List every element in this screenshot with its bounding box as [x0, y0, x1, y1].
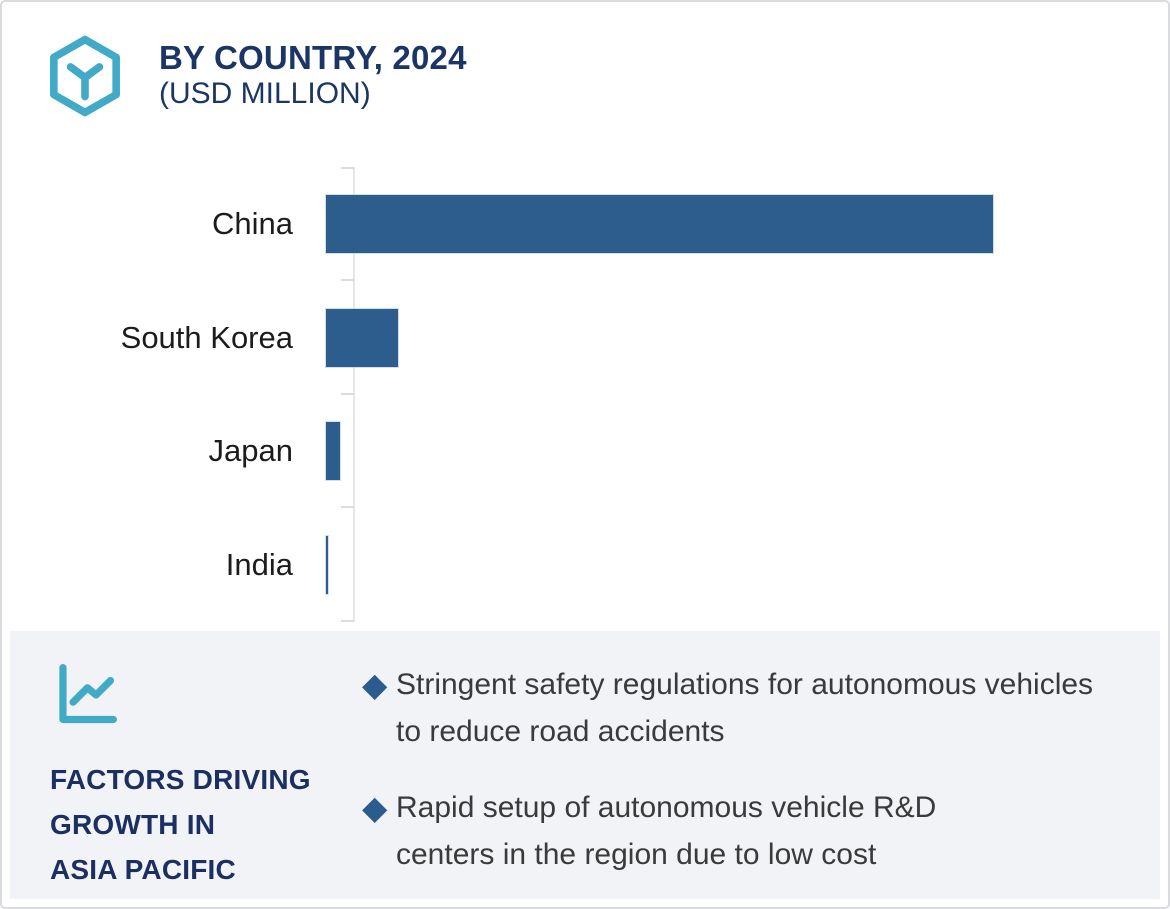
- factor-text: Stringent safety regulations for autonom…: [396, 668, 1094, 748]
- bar-india: [326, 536, 328, 595]
- diamond-bullet-icon: ◆: [362, 789, 388, 826]
- factors-panel: FACTORS DRIVING GROWTH IN ASIA PACIFIC ◆…: [10, 631, 1160, 899]
- axis-tick: [341, 620, 354, 622]
- axis-tick: [341, 393, 354, 395]
- bar-row-japan: Japan: [2, 395, 1152, 509]
- bar-row-south-korea: South Korea: [2, 281, 1152, 395]
- factor-bullet: ◆ Rapid setup of autonomous vehicle R&D …: [362, 784, 1101, 878]
- category-label: Japan: [208, 433, 293, 469]
- bar-china: [326, 194, 993, 253]
- bar-row-india: India: [2, 508, 1152, 622]
- bar-row-china: China: [2, 167, 1152, 281]
- chart-subtitle: (USD MILLION): [159, 77, 371, 110]
- chart-title: BY COUNTRY, 2024: [159, 39, 467, 76]
- diamond-bullet-icon: ◆: [362, 666, 388, 703]
- factors-heading: FACTORS DRIVING GROWTH IN ASIA PACIFIC: [50, 757, 340, 892]
- bar-chart: China South Korea Japan India: [2, 167, 1152, 622]
- y-axis-line: [353, 167, 355, 622]
- category-label: South Korea: [120, 319, 293, 355]
- axis-tick: [341, 279, 354, 281]
- title-block: BY COUNTRY, 2024 (USD MILLION): [159, 35, 467, 112]
- axis-tick: [341, 506, 354, 508]
- factors-heading-line: FACTORS DRIVING: [50, 764, 311, 795]
- factors-heading-line: ASIA PACIFIC: [50, 854, 236, 885]
- factors-heading-line: GROWTH IN: [50, 809, 216, 840]
- line-chart-icon: [59, 664, 117, 724]
- category-label: China: [212, 205, 293, 241]
- factors-left-column: FACTORS DRIVING GROWTH IN ASIA PACIFIC: [50, 659, 340, 892]
- factors-bullet-list: ◆ Stringent safety regulations for auton…: [362, 661, 1101, 907]
- hexagon-box-icon: [50, 35, 120, 117]
- factor-text: Rapid setup of autonomous vehicle R&D ce…: [396, 791, 937, 871]
- category-label: India: [225, 547, 293, 583]
- axis-tick: [341, 167, 354, 169]
- bar-japan: [326, 422, 340, 481]
- factor-bullet: ◆ Stringent safety regulations for auton…: [362, 661, 1101, 755]
- chart-header: BY COUNTRY, 2024 (USD MILLION): [47, 35, 467, 117]
- bar-south-korea: [326, 308, 399, 367]
